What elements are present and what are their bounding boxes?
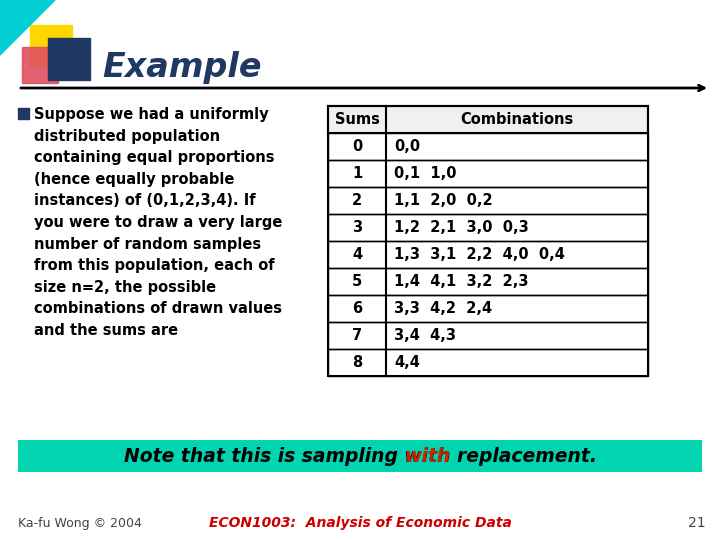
Bar <box>328 322 648 349</box>
Text: Example: Example <box>102 51 261 84</box>
Text: 1,3  3,1  2,2  4,0  0,4: 1,3 3,1 2,2 4,0 0,4 <box>394 247 565 262</box>
Bar <box>328 349 648 376</box>
Bar <box>328 241 648 268</box>
Text: 21: 21 <box>688 516 706 530</box>
Text: Combinations: Combinations <box>460 112 574 127</box>
Polygon shape <box>0 0 55 55</box>
Text: 8: 8 <box>352 355 362 370</box>
Bar <box>328 187 648 214</box>
Text: 4,4: 4,4 <box>394 355 420 370</box>
Text: Sums: Sums <box>335 112 379 127</box>
Bar <box>328 268 648 295</box>
Bar <box>18 440 702 472</box>
Text: 0,1  1,0: 0,1 1,0 <box>394 166 456 181</box>
Text: ECON1003:  Analysis of Economic Data: ECON1003: Analysis of Economic Data <box>209 516 511 530</box>
Text: 3: 3 <box>352 220 362 235</box>
Text: 2: 2 <box>352 193 362 208</box>
Text: 1,1  2,0  0,2: 1,1 2,0 0,2 <box>394 193 492 208</box>
Bar <box>22 47 58 83</box>
Bar <box>48 38 90 80</box>
Text: 6: 6 <box>352 301 362 316</box>
Text: 5: 5 <box>352 274 362 289</box>
Text: with: with <box>404 447 450 465</box>
Bar <box>328 160 648 187</box>
Text: 4: 4 <box>352 247 362 262</box>
Text: 3,3  4,2  2,4: 3,3 4,2 2,4 <box>394 301 492 316</box>
Text: 7: 7 <box>352 328 362 343</box>
Text: 3,4  4,3: 3,4 4,3 <box>394 328 456 343</box>
Text: Note that this is sampling with replacement.: Note that this is sampling with replacem… <box>124 447 596 465</box>
Bar <box>328 106 648 376</box>
Text: Ka-fu Wong © 2004: Ka-fu Wong © 2004 <box>18 516 142 530</box>
Bar <box>30 25 72 67</box>
Text: 1,4  4,1  3,2  2,3: 1,4 4,1 3,2 2,3 <box>394 274 528 289</box>
Bar <box>328 133 648 160</box>
Text: 0,0: 0,0 <box>394 139 420 154</box>
Text: 1: 1 <box>352 166 362 181</box>
Bar <box>18 108 29 119</box>
Text: 1,2  2,1  3,0  0,3: 1,2 2,1 3,0 0,3 <box>394 220 528 235</box>
Text: Suppose we had a uniformly
distributed population
containing equal proportions
(: Suppose we had a uniformly distributed p… <box>34 107 282 338</box>
Bar <box>328 214 648 241</box>
Bar <box>328 106 648 133</box>
Text: 0: 0 <box>352 139 362 154</box>
Bar <box>328 295 648 322</box>
